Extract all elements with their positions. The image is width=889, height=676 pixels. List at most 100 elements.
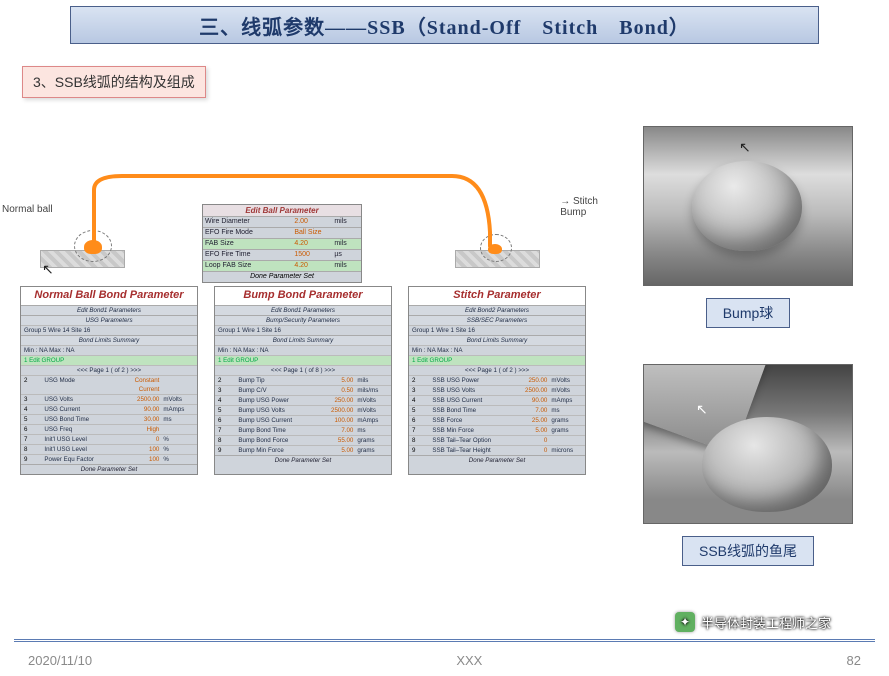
tn: 5: [218, 406, 238, 415]
tn: 6: [24, 425, 44, 434]
tu: grams: [551, 426, 582, 435]
tbl-pg: <<< Page 1 ( of 8 ) >>>: [218, 366, 388, 375]
tk: USG Mode: [44, 376, 119, 394]
footer-date: 2020/11/10: [28, 653, 92, 668]
tk: Bump USG Volts: [238, 406, 313, 415]
tn: 9: [412, 446, 432, 455]
tn: 4: [412, 396, 432, 405]
tn: 8: [218, 436, 238, 445]
slide-title: 三、线弧参数——SSB（Stand-Off Stitch Bond）: [70, 6, 819, 44]
tk: SSB USG Volts: [432, 386, 507, 395]
tn: 8: [412, 436, 432, 445]
bp-u: mils: [334, 217, 359, 227]
label-stitch-text1: Stitch: [573, 196, 598, 207]
footer-page: 82: [847, 653, 861, 668]
tv: 90.00: [507, 396, 551, 405]
tn: 7: [412, 426, 432, 435]
tk: USG Freq: [44, 425, 119, 434]
tn: 5: [24, 415, 44, 424]
tv: Constant Current: [119, 376, 163, 394]
tk: Init'l USG Level: [44, 435, 119, 444]
tu: [551, 436, 582, 445]
tk: SSB Tail–Tear Height: [432, 446, 507, 455]
tn: 6: [412, 416, 432, 425]
tv: 2500.00: [507, 386, 551, 395]
tk: Bump Tip: [238, 376, 313, 385]
tbl-h1: Edit Bond1 Parameters: [215, 305, 391, 315]
label-stitch-text2: Bump: [560, 207, 586, 218]
tu: %: [163, 435, 194, 444]
tk: SSB Bond Time: [432, 406, 507, 415]
tv: 100.00: [313, 416, 357, 425]
tbl-edit: 1 Edit GROUP: [24, 356, 194, 365]
tk: Bump Bond Force: [238, 436, 313, 445]
tu: mVolts: [551, 376, 582, 385]
diagram-area: Normal ball → Stitch Bump ↖ Edit Ball Pa…: [20, 166, 610, 475]
tn: 4: [218, 396, 238, 405]
watermark: ✦ 半导体封装工程师之家: [675, 612, 831, 632]
tu: mAmps: [551, 396, 582, 405]
tn: 6: [218, 416, 238, 425]
tbl-ftr: Done Parameter Set: [409, 455, 585, 465]
tv: 2500.00: [313, 406, 357, 415]
tbl-caption: Normal Ball Bond Parameter: [21, 287, 197, 305]
tv: 100: [119, 455, 163, 464]
bp-k: Wire Diameter: [205, 217, 294, 227]
tu: %: [163, 455, 194, 464]
tbl-h3: Bond Limits Summary: [21, 335, 197, 345]
tbl-h1: Edit Bond1 Parameters: [21, 305, 197, 315]
bp-u: mils: [334, 261, 359, 271]
tn: 2: [412, 376, 432, 385]
tv: 55.00: [313, 436, 357, 445]
footer-mid: XXX: [456, 653, 482, 668]
tv: 2500.00: [119, 395, 163, 404]
tu: ms: [551, 406, 582, 415]
tbl-grp: Group 1 Wire 1 Site 16: [218, 326, 388, 335]
tbl-caption: Stitch Parameter: [409, 287, 585, 305]
table-stitch: Stitch Parameter Edit Bond2 Parameters S…: [408, 286, 586, 475]
footer: 2020/11/10 XXX 82: [0, 653, 889, 668]
label-normal-ball: Normal ball: [2, 204, 53, 215]
tv: 90.00: [119, 405, 163, 414]
tbl-h3: Bond Limits Summary: [215, 335, 391, 345]
tk: SSB USG Power: [432, 376, 507, 385]
tu: grams: [357, 436, 388, 445]
tv: 250.00: [507, 376, 551, 385]
sem-stitch: ↖ SSB线弧的鱼尾: [643, 364, 853, 566]
tu: mils: [357, 376, 388, 385]
tbl-ftr: Done Parameter Set: [215, 455, 391, 465]
tbl-h1: Edit Bond2 Parameters: [409, 305, 585, 315]
table-bump: Bump Bond Parameter Edit Bond1 Parameter…: [214, 286, 392, 475]
tn: 2: [24, 376, 44, 394]
tbl-h2: USG Parameters: [21, 315, 197, 325]
tk: Bump C/V: [238, 386, 313, 395]
tu: mVolts: [357, 396, 388, 405]
tv: 0: [119, 435, 163, 444]
tu: mAmps: [357, 416, 388, 425]
table-normal: Normal Ball Bond Parameter Edit Bond1 Pa…: [20, 286, 198, 475]
tu: %: [163, 445, 194, 454]
wechat-icon: ✦: [675, 612, 695, 632]
tv: 0.50: [313, 386, 357, 395]
bp-u: [334, 228, 359, 238]
tbl-lim: Min : NA Max : NA: [24, 346, 194, 355]
tn: 3: [218, 386, 238, 395]
bp-v: 2.00: [294, 217, 334, 227]
tv: 5.00: [313, 446, 357, 455]
tu: [163, 376, 194, 394]
bp-k: EFO Fire Mode: [205, 228, 294, 238]
bump-shape: [488, 244, 502, 254]
footer-line: [14, 639, 875, 642]
tn: 7: [218, 426, 238, 435]
ball-shape: [84, 240, 102, 254]
sem-bump: ↖ Bump球: [643, 126, 853, 328]
tk: Bump USG Current: [238, 416, 313, 425]
tu: mAmps: [163, 405, 194, 414]
tk: Bump Min Force: [238, 446, 313, 455]
tn: 3: [412, 386, 432, 395]
tk: USG Bond Time: [44, 415, 119, 424]
tu: ms: [163, 415, 194, 424]
tbl-edit: 1 Edit GROUP: [218, 356, 388, 365]
tu: mVolts: [357, 406, 388, 415]
tbl-grp: Group 1 Wire 1 Site 16: [412, 326, 582, 335]
